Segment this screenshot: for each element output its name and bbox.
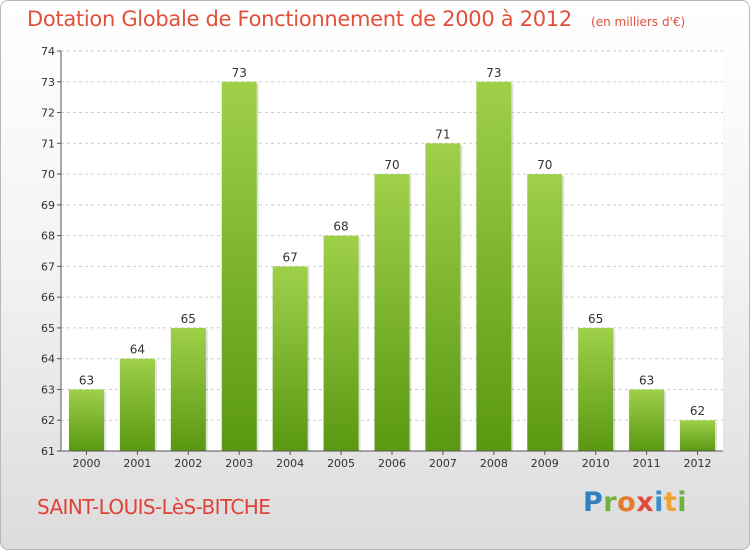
bar xyxy=(323,235,359,451)
data-label: 63 xyxy=(79,373,94,387)
x-tick-label: 2008 xyxy=(480,457,508,470)
y-tick-label: 69 xyxy=(41,199,55,212)
y-tick-label: 71 xyxy=(41,137,55,150)
x-tick-label: 2009 xyxy=(531,457,559,470)
bar xyxy=(527,174,563,452)
bar xyxy=(374,174,410,452)
data-label: 63 xyxy=(639,373,654,387)
data-label: 62 xyxy=(690,404,705,418)
x-tick-label: 2001 xyxy=(123,457,151,470)
data-label: 71 xyxy=(435,127,450,141)
bar xyxy=(119,358,155,451)
y-tick-label: 66 xyxy=(41,291,55,304)
y-tick-label: 63 xyxy=(41,383,55,396)
bar xyxy=(680,420,716,451)
y-tick-label: 74 xyxy=(41,45,55,58)
bar xyxy=(425,143,461,452)
y-tick-label: 67 xyxy=(41,260,55,273)
x-tick-label: 2005 xyxy=(327,457,355,470)
bar xyxy=(68,389,104,451)
chart-subtitle: (en milliers d'€) xyxy=(591,15,686,29)
x-tick-label: 2004 xyxy=(276,457,304,470)
y-tick-label: 68 xyxy=(41,230,55,243)
logo-letter: i xyxy=(654,487,664,518)
logo-letter: i xyxy=(677,487,688,518)
y-tick-label: 70 xyxy=(41,168,55,181)
logo-letter: o xyxy=(617,487,637,518)
y-tick-label: 62 xyxy=(41,414,55,427)
y-tick-label: 64 xyxy=(41,353,55,366)
logo-letter: P xyxy=(583,487,604,518)
bar xyxy=(578,327,614,451)
data-label: 73 xyxy=(232,66,247,80)
title-row: Dotation Globale de Fonctionnement de 20… xyxy=(27,7,685,31)
x-tick-label: 2003 xyxy=(225,457,253,470)
proxiti-logo: Proxiti xyxy=(583,487,687,518)
logo-letter: r xyxy=(603,487,618,518)
y-tick-label: 73 xyxy=(41,76,55,89)
x-tick-label: 2007 xyxy=(429,457,457,470)
bar xyxy=(221,81,257,452)
data-label: 65 xyxy=(181,312,196,326)
x-tick-label: 2000 xyxy=(72,457,100,470)
data-label: 65 xyxy=(588,312,603,326)
x-tick-label: 2006 xyxy=(378,457,406,470)
bar xyxy=(170,327,206,451)
data-label: 67 xyxy=(283,250,298,264)
data-label: 70 xyxy=(384,158,399,172)
bar xyxy=(272,266,308,451)
bar xyxy=(629,389,665,451)
chart-title: Dotation Globale de Fonctionnement de 20… xyxy=(27,7,572,31)
data-label: 64 xyxy=(130,343,145,357)
x-tick-label: 2012 xyxy=(684,457,712,470)
data-label: 73 xyxy=(486,66,501,80)
data-label: 70 xyxy=(537,158,552,172)
y-tick-label: 72 xyxy=(41,107,55,120)
city-name: SAINT-LOUIS-LèS-BITCHE xyxy=(37,495,271,519)
bar xyxy=(476,81,512,452)
x-tick-label: 2010 xyxy=(582,457,610,470)
logo-letter: t xyxy=(663,487,678,518)
x-tick-label: 2011 xyxy=(633,457,661,470)
data-label: 68 xyxy=(333,220,348,234)
x-tick-label: 2002 xyxy=(174,457,202,470)
y-tick-label: 61 xyxy=(41,445,55,458)
logo-letter: x xyxy=(636,487,655,518)
y-tick-label: 65 xyxy=(41,322,55,335)
